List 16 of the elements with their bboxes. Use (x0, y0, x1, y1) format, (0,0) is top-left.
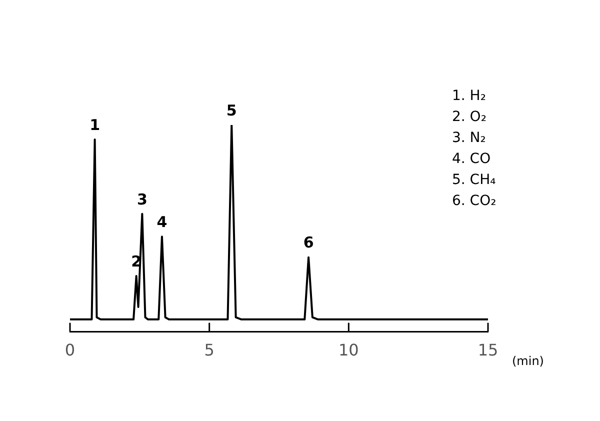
x-tick-label: 10 (338, 340, 359, 360)
annotation: 3. N₂ (452, 129, 487, 148)
annotation: 4 (156, 213, 168, 232)
annotation: 6. CO₂ (452, 192, 496, 211)
annotation: 1 (90, 116, 100, 134)
x-tick-label: 0 (64, 340, 76, 360)
x-axis-title: (min) (512, 354, 544, 368)
annotation: 5. CH₄ (452, 171, 496, 190)
annotation: 4. CO (452, 150, 492, 169)
annotation: 3 (136, 190, 148, 208)
annotation: 6 (303, 234, 314, 252)
annotation: 5 (226, 101, 237, 120)
x-tick-label: 15 (478, 340, 498, 360)
annotation: 2. O₂ (452, 108, 488, 127)
text: 1. H₂ (452, 87, 487, 106)
x-tick-label: 5 (204, 340, 214, 360)
